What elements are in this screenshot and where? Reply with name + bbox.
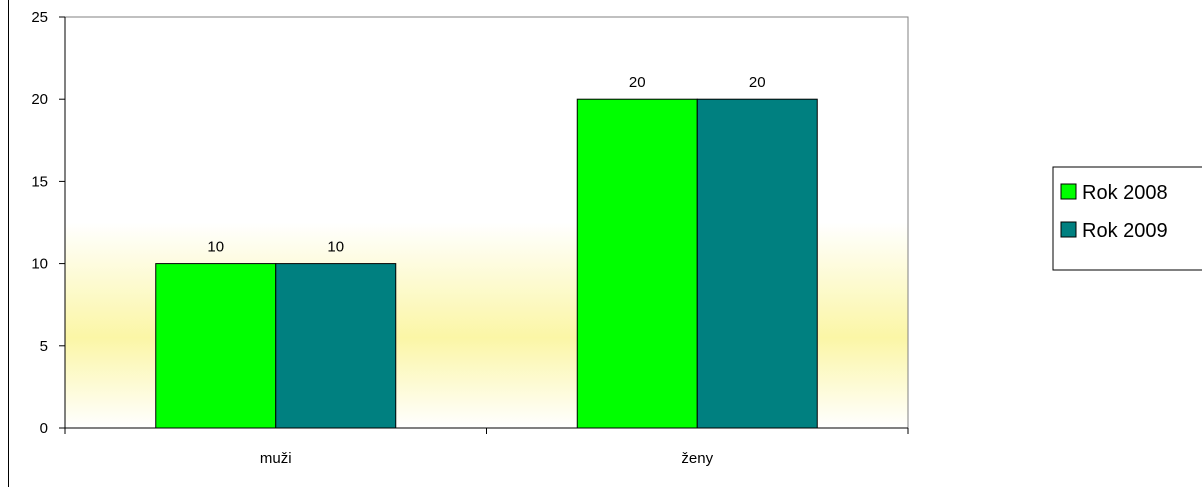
bar-1-2	[576, 98, 698, 429]
bar-1-1	[155, 263, 277, 429]
labels-layer: 10 10 muži 20 20 ženy 0 5 10 15 20 25	[31, 9, 765, 467]
data-label: 20	[749, 74, 766, 91]
legend-swatch-2	[1060, 221, 1077, 238]
category-label: ženy	[681, 450, 713, 467]
category-label: muži	[260, 450, 292, 467]
bar-2-1	[275, 263, 397, 429]
y-tick-label: 20	[31, 91, 48, 108]
data-label: 10	[327, 239, 344, 256]
legend-label-2: Rok 2009	[1082, 220, 1168, 242]
y-tick-label: 0	[40, 420, 48, 437]
legend: Rok 2008 Rok 2009	[1052, 166, 1202, 271]
y-tick-label: 5	[40, 338, 48, 355]
legend-label-1: Rok 2008	[1082, 182, 1168, 204]
data-label: 20	[629, 74, 646, 91]
legend-box	[1052, 166, 1202, 271]
data-label: 10	[207, 239, 224, 256]
axes-layer	[59, 16, 909, 434]
bar-2-2	[696, 98, 818, 429]
y-tick-label: 15	[31, 173, 48, 190]
y-tick-label: 10	[31, 256, 48, 273]
y-tick-label: 25	[31, 9, 48, 26]
bars-layer	[155, 98, 818, 429]
legend-swatch-1	[1060, 183, 1077, 200]
